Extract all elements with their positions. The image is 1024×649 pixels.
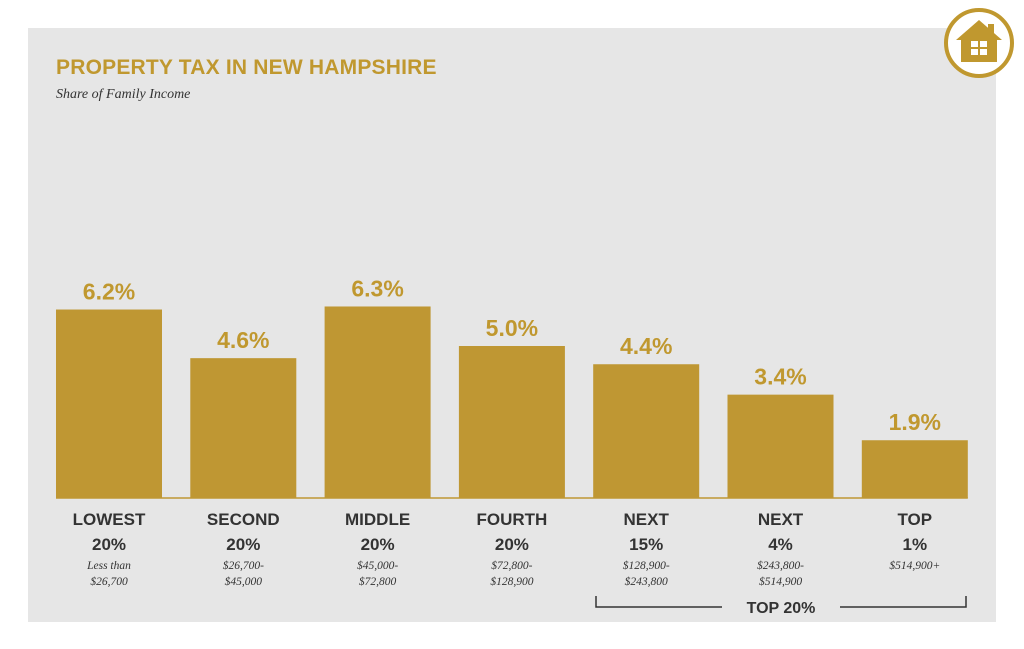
category-label: FOURTH — [476, 510, 547, 529]
house-icon — [944, 8, 1014, 78]
category-label: SECOND — [207, 510, 280, 529]
chart-panel — [28, 28, 996, 622]
bar — [593, 364, 700, 498]
category-label: MIDDLE — [345, 510, 410, 529]
category-label: LOWEST — [73, 510, 146, 529]
income-range-label: $243,800- — [757, 559, 804, 572]
data-label: 4.6% — [217, 327, 269, 353]
chart-subtitle: Share of Family Income — [56, 87, 191, 102]
category-label: TOP — [897, 510, 932, 529]
income-range-label: Less than — [86, 560, 131, 572]
data-label: 4.4% — [620, 333, 672, 359]
category-label: 20% — [92, 535, 126, 554]
income-range-label: $72,800 — [359, 575, 397, 588]
category-label: NEXT — [758, 510, 804, 529]
data-label: 6.3% — [351, 275, 403, 301]
income-range-label: $514,900 — [759, 575, 802, 588]
data-label: 3.4% — [754, 364, 806, 390]
bar — [190, 358, 297, 498]
income-range-label: $45,000- — [357, 559, 398, 572]
income-range-label: $243,800 — [625, 575, 668, 588]
top-20-group-label: TOP 20% — [747, 600, 816, 617]
category-label: 4% — [768, 535, 793, 554]
income-range-label: $128,900- — [623, 559, 670, 572]
category-label: 1% — [903, 535, 928, 554]
bar — [458, 346, 565, 498]
data-label: 6.2% — [83, 279, 135, 305]
bar — [861, 440, 968, 498]
chart-title: PROPERTY TAX IN NEW HAMPSHIRE — [56, 56, 437, 79]
income-range-label: $72,800- — [491, 559, 532, 572]
data-label: 1.9% — [889, 409, 941, 435]
data-label: 5.0% — [486, 315, 538, 341]
category-label: 20% — [495, 535, 529, 554]
bar — [324, 306, 431, 498]
bar — [56, 309, 162, 498]
category-label: 20% — [361, 535, 395, 554]
income-range-label: $514,900+ — [889, 559, 940, 572]
top-20-bracket-right — [840, 596, 967, 608]
bar — [727, 394, 834, 498]
category-label: 20% — [226, 535, 260, 554]
income-range-label: $128,900 — [490, 575, 533, 588]
income-range-label: $26,700- — [223, 559, 264, 572]
category-label: 15% — [629, 535, 663, 554]
category-label: NEXT — [624, 510, 670, 529]
top-20-bracket-left — [595, 596, 722, 608]
income-range-label: $45,000 — [225, 575, 263, 588]
income-range-label: $26,700 — [90, 575, 128, 588]
